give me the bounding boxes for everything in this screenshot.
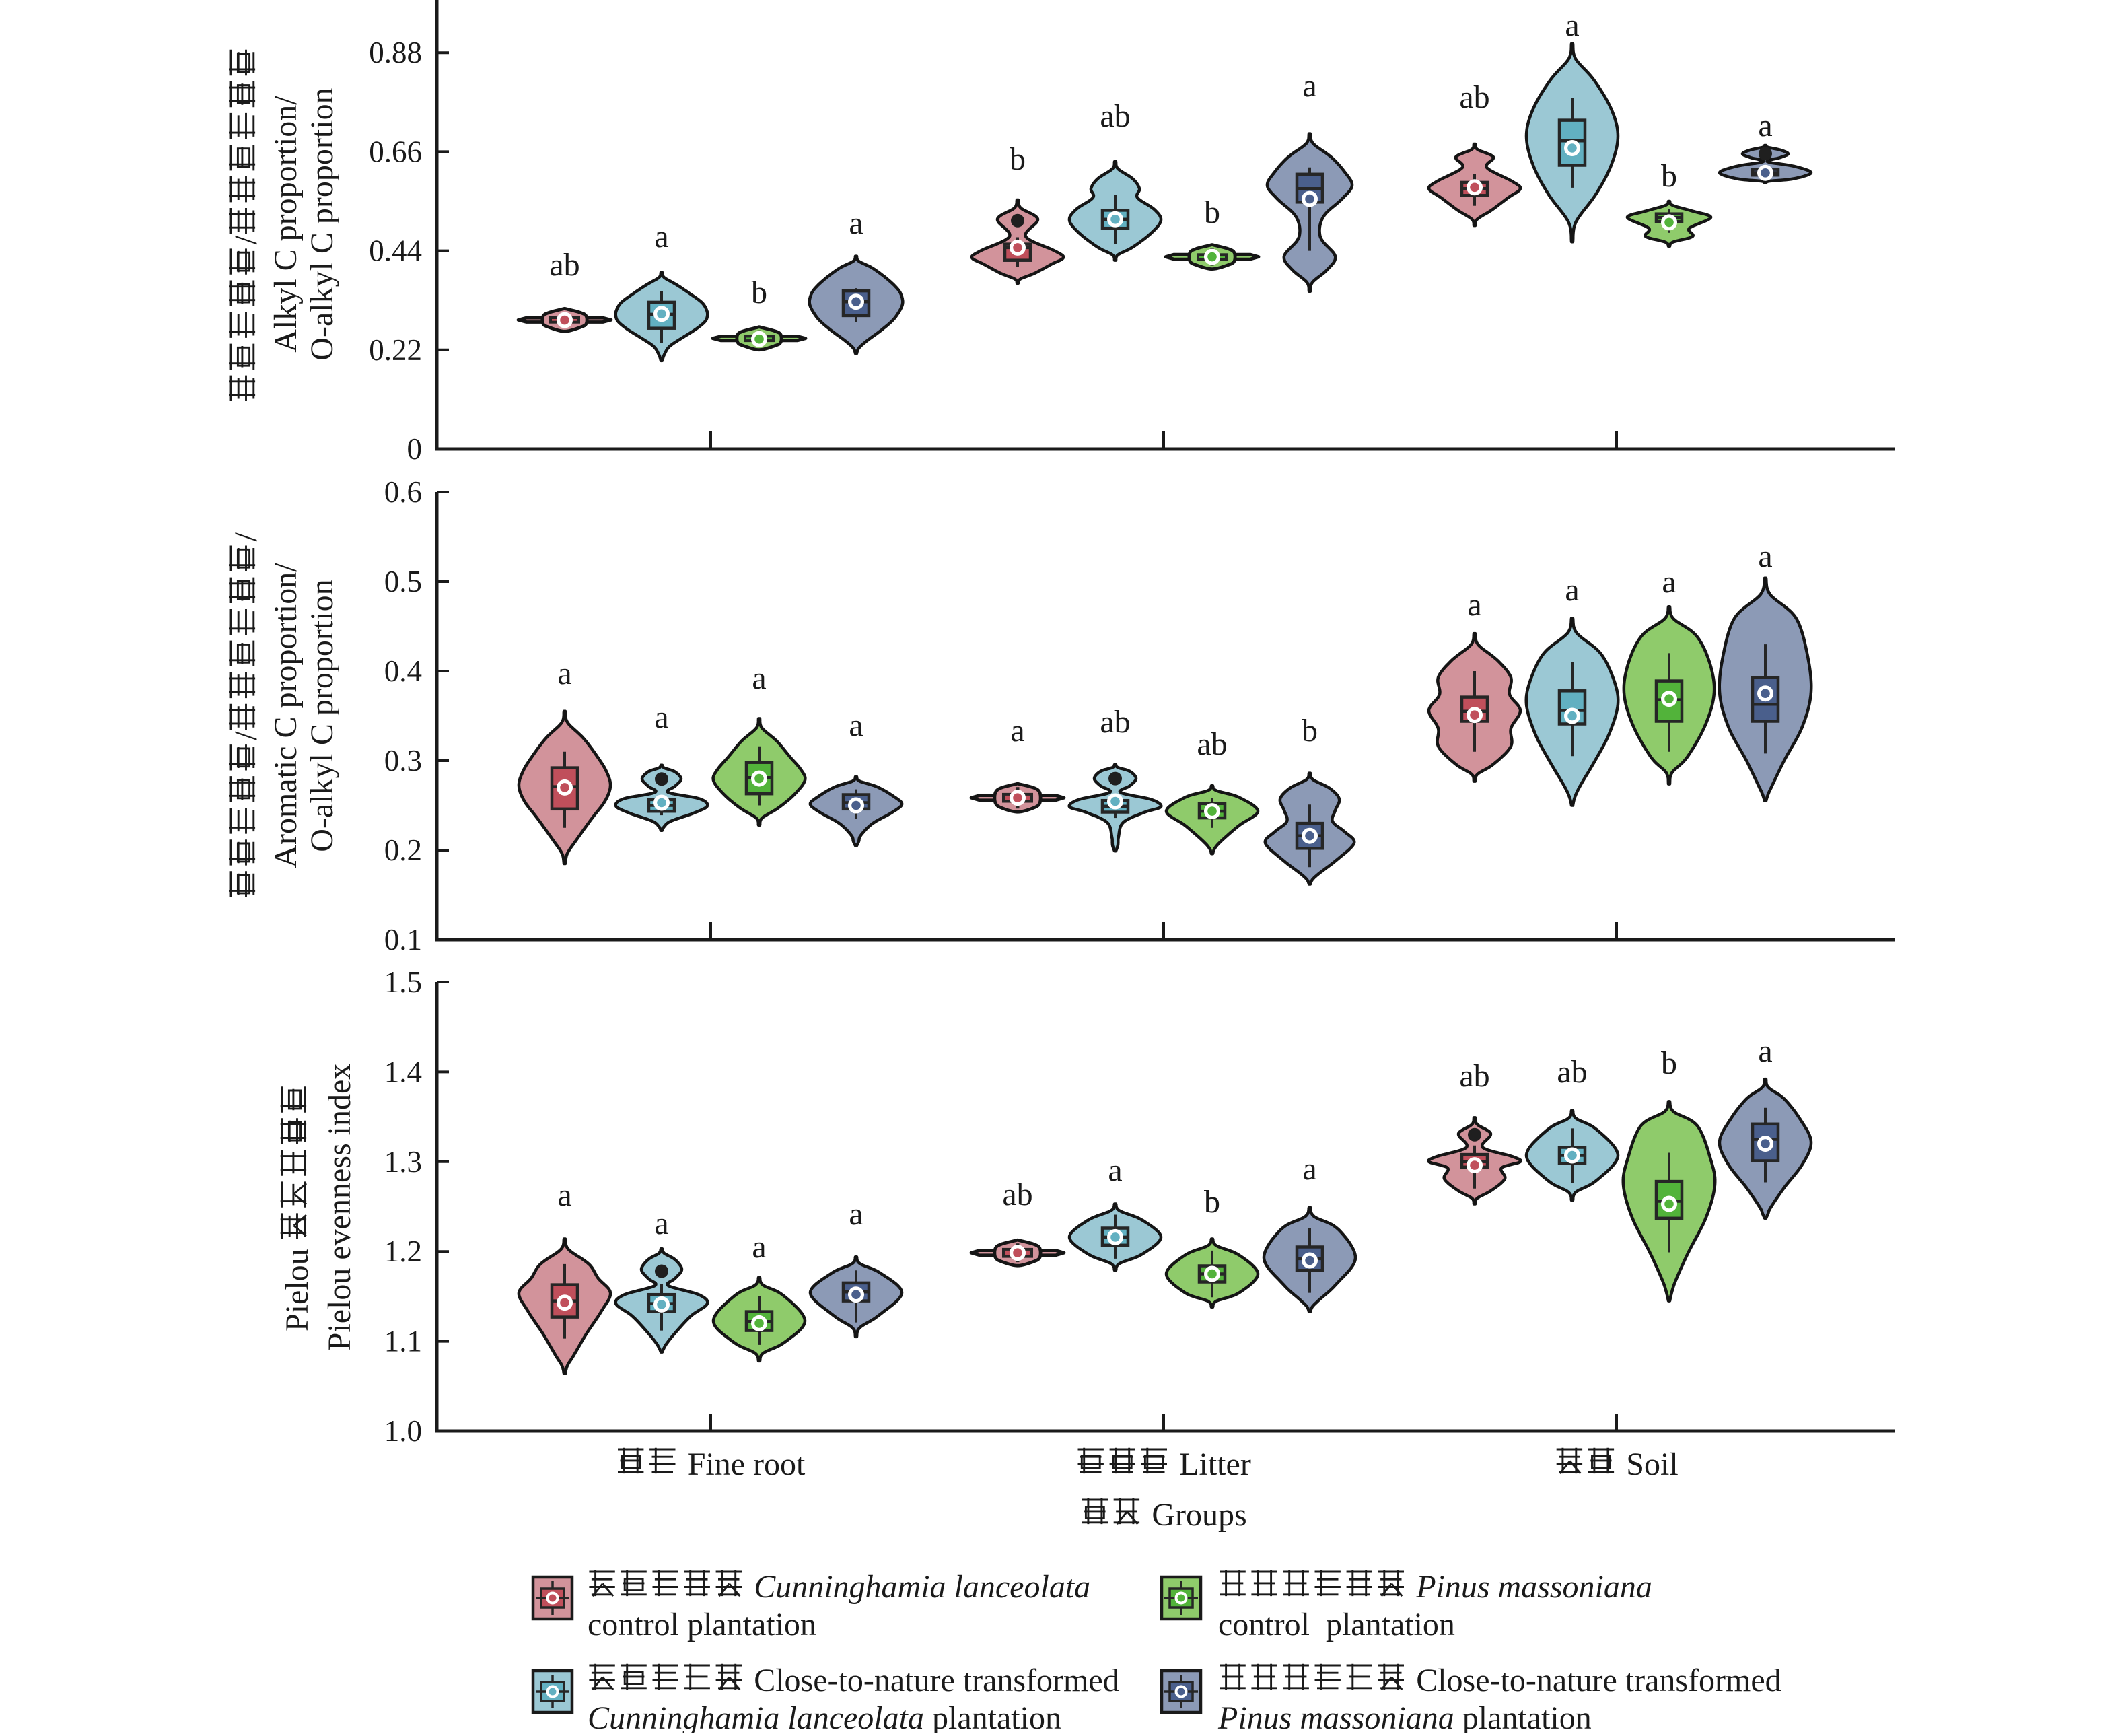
svg-text:Fine root: Fine root — [680, 1447, 806, 1482]
svg-text:Aromatic C proportion/: Aromatic C proportion/ — [268, 563, 304, 868]
svg-text:ab: ab — [1459, 79, 1489, 115]
svg-text:1.2: 1.2 — [384, 1235, 422, 1268]
svg-text:a: a — [849, 1196, 863, 1232]
svg-text:a: a — [1565, 572, 1579, 608]
svg-text:O-alkyl C proportion: O-alkyl C proportion — [304, 88, 340, 360]
svg-text:a: a — [752, 1229, 766, 1265]
svg-text:0: 0 — [407, 432, 423, 466]
svg-text:Close-to-nature transformed: Close-to-nature transformed — [746, 1663, 1119, 1698]
svg-text:O-alkyl C proportion: O-alkyl C proportion — [304, 579, 340, 852]
svg-text:0.66: 0.66 — [369, 135, 422, 168]
svg-text:control plantation: control plantation — [588, 1607, 816, 1642]
svg-text:/: / — [228, 532, 264, 541]
svg-text:a: a — [1108, 1152, 1122, 1188]
svg-text:a: a — [1302, 1151, 1316, 1187]
svg-text:a: a — [1758, 108, 1772, 143]
svg-text:1.0: 1.0 — [384, 1414, 422, 1448]
svg-text:b: b — [1302, 713, 1318, 749]
svg-text:plantation: plantation — [1454, 1700, 1592, 1733]
svg-text:Pinus massoniana: Pinus massoniana — [1415, 1569, 1652, 1605]
svg-text:/: / — [228, 731, 264, 740]
svg-text:ab: ab — [1100, 98, 1130, 134]
svg-text:a: a — [1758, 1033, 1772, 1069]
svg-text:0.22: 0.22 — [369, 333, 422, 367]
svg-text:1.5: 1.5 — [384, 965, 422, 999]
svg-text:control plantation: control plantation — [1218, 1607, 1455, 1642]
svg-text:0.4: 0.4 — [384, 654, 422, 688]
svg-text:a: a — [654, 699, 668, 735]
svg-text:1.3: 1.3 — [384, 1145, 422, 1179]
svg-text:1.4: 1.4 — [384, 1055, 422, 1088]
svg-text:a: a — [1662, 564, 1676, 600]
svg-text:plantation: plantation — [924, 1700, 1061, 1733]
svg-text:a: a — [1467, 587, 1481, 623]
svg-text:ab: ab — [1459, 1058, 1489, 1094]
svg-text:0.3: 0.3 — [384, 744, 422, 777]
svg-text:a: a — [1010, 713, 1024, 749]
svg-text:/: / — [228, 235, 264, 244]
svg-text:Alkyl C proportion/: Alkyl C proportion/ — [268, 96, 304, 353]
svg-text:0.5: 0.5 — [384, 565, 422, 598]
svg-text:Pielou evenness index: Pielou evenness index — [322, 1064, 357, 1351]
svg-text:0.2: 0.2 — [384, 833, 422, 867]
svg-text:ab: ab — [1100, 704, 1130, 740]
svg-text:0.44: 0.44 — [369, 234, 422, 268]
svg-text:Cunninghamia lanceolata: Cunninghamia lanceolata — [588, 1700, 924, 1733]
svg-text:Close-to-nature transformed: Close-to-nature transformed — [1408, 1663, 1781, 1698]
svg-text:a: a — [654, 219, 668, 254]
svg-text:b: b — [1010, 141, 1026, 177]
svg-text:a: a — [654, 1206, 668, 1241]
svg-text:b: b — [1204, 195, 1220, 230]
svg-text:ab: ab — [1557, 1054, 1587, 1090]
svg-text:a: a — [557, 1177, 571, 1213]
svg-text:a: a — [557, 656, 571, 691]
svg-text:Groups: Groups — [1143, 1497, 1246, 1533]
svg-text:a: a — [849, 707, 863, 743]
svg-text:a: a — [1302, 68, 1316, 104]
svg-text:a: a — [752, 660, 766, 696]
svg-text:b: b — [1661, 1045, 1677, 1081]
svg-text:Pinus massoniana: Pinus massoniana — [1217, 1700, 1454, 1733]
svg-text:ab: ab — [1002, 1177, 1032, 1212]
svg-text:ab: ab — [1197, 726, 1227, 762]
svg-text:Pielou: Pielou — [279, 1241, 315, 1331]
svg-text:0.6: 0.6 — [384, 475, 422, 509]
svg-text:Litter: Litter — [1171, 1447, 1251, 1482]
svg-text:b: b — [751, 275, 767, 310]
svg-text:0.88: 0.88 — [369, 36, 422, 69]
svg-text:b: b — [1661, 158, 1677, 194]
svg-text:0.1: 0.1 — [384, 923, 422, 957]
svg-text:Cunninghamia lanceolata: Cunninghamia lanceolata — [754, 1569, 1090, 1605]
svg-text:b: b — [1204, 1184, 1220, 1220]
svg-text:a: a — [1758, 539, 1772, 574]
svg-text:1.1: 1.1 — [384, 1325, 422, 1358]
svg-text:ab: ab — [549, 247, 579, 283]
svg-text:a: a — [849, 205, 863, 241]
svg-text:a: a — [1565, 7, 1579, 43]
svg-text:Soil: Soil — [1618, 1447, 1678, 1482]
